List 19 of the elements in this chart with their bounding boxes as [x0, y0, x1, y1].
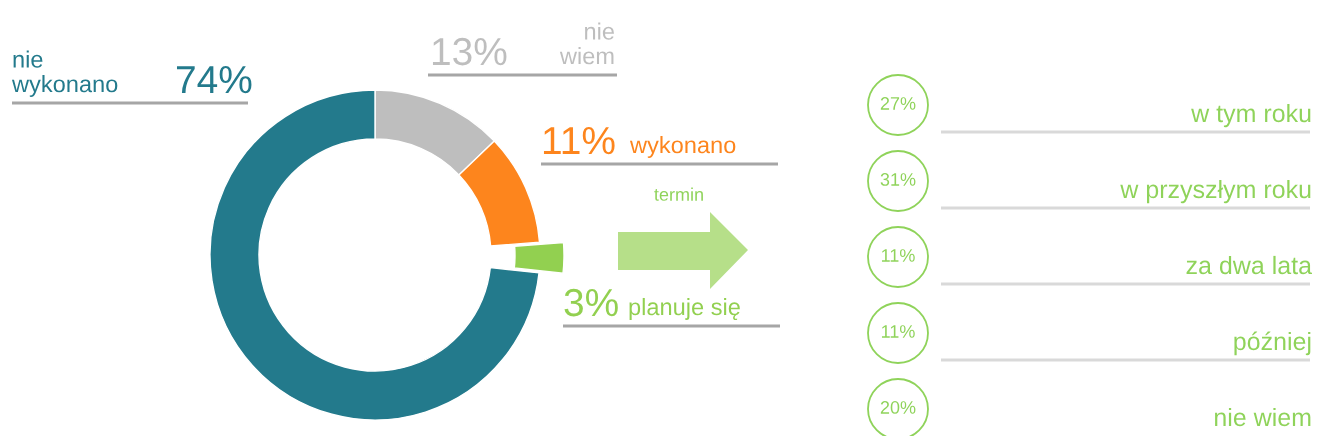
data-label: 3%: [564, 288, 618, 317]
category-label: nie wiem: [1215, 407, 1311, 427]
category-label: później: [1234, 331, 1311, 356]
slice-label: planuje się: [629, 297, 740, 320]
category-label: w tym roku: [1191, 103, 1311, 128]
data-label: 27%: [880, 97, 916, 110]
slice-label: wykonano: [629, 135, 736, 158]
data-label: 11%: [881, 325, 915, 338]
slice-label: nie wykonano: [11, 50, 118, 97]
text: termin: [654, 187, 703, 201]
data-label: 74%: [176, 66, 252, 94]
data-label: 31%: [880, 173, 916, 186]
data-label: 11%: [881, 249, 915, 262]
category-label: za dwa lata: [1186, 255, 1313, 275]
category-label: w przyszłym roku: [1120, 179, 1311, 204]
data-label: 13%: [432, 37, 507, 66]
data-label: 11%: [543, 127, 615, 155]
data-label: 20%: [880, 401, 916, 414]
slice-label: nie wiem: [559, 22, 614, 65]
